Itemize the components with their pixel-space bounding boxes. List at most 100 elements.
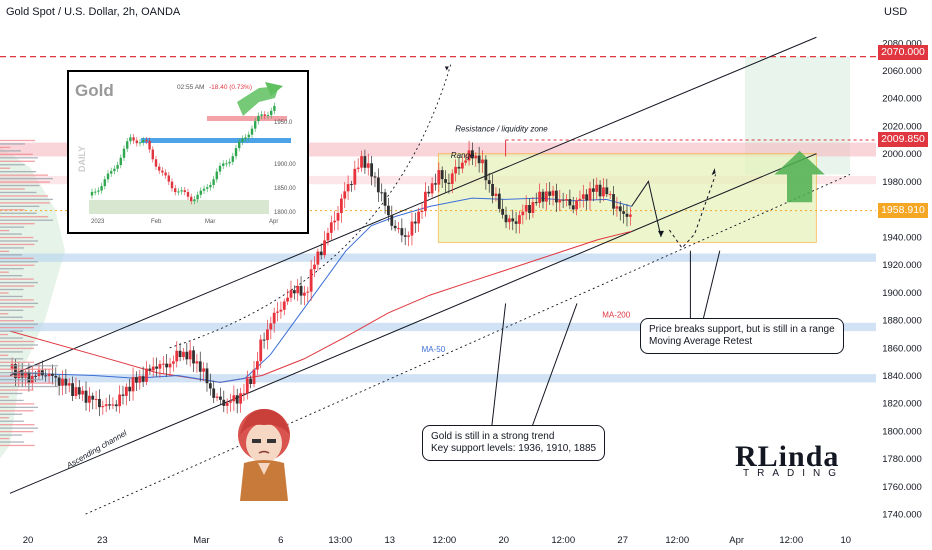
- volume-profile-bar: [0, 403, 35, 405]
- volume-profile-bar: [0, 164, 25, 166]
- candle-body: [178, 350, 182, 357]
- volume-profile: [0, 139, 58, 447]
- candle-body: [434, 183, 437, 185]
- projection-down-head: [658, 230, 664, 237]
- range-break-callout-line: Moving Average Retest: [649, 336, 753, 347]
- candle-body: [393, 225, 397, 229]
- inset-candle-body: [202, 188, 206, 191]
- chart-title: Gold Spot / U.S. Dollar, 2h, OANDA: [6, 6, 181, 18]
- candle-body: [612, 194, 615, 209]
- inset-candle-body: [100, 186, 103, 191]
- inset-candle-body: [142, 140, 145, 143]
- volume-profile-bar: [0, 184, 40, 187]
- inset-candle-body: [215, 171, 218, 180]
- candle-body: [581, 194, 585, 199]
- price-tick-label: 2060.000: [882, 66, 922, 77]
- candle-body: [208, 383, 212, 389]
- volume-profile-bar: [0, 275, 23, 277]
- price-tick-label: 2080.000: [882, 38, 922, 49]
- candle-body: [571, 205, 575, 210]
- candle-body: [447, 182, 451, 184]
- price-axis-background: [876, 0, 932, 550]
- volume-profile-bar: [0, 406, 38, 408]
- candle-body: [121, 394, 125, 396]
- candle-body: [417, 211, 421, 224]
- time-tick-label: 12:00: [551, 535, 575, 546]
- volume-profile-bar: [0, 160, 35, 162]
- volume-profile-bar: [0, 236, 34, 239]
- candle-body: [524, 205, 528, 212]
- candle-body: [98, 398, 101, 408]
- volume-profile-bar: [0, 174, 48, 176]
- inset-candle-body: [103, 179, 106, 187]
- inset-candle-body: [247, 134, 250, 138]
- volume-profile-bar: [0, 302, 38, 305]
- candle-body: [239, 393, 242, 404]
- inset-chart: Gold 02:55 AM -18.40 (0.73%) DAILY 1950.…: [75, 81, 296, 225]
- candle-body: [266, 329, 269, 341]
- volume-profile-bar: [0, 226, 25, 228]
- candle-body: [538, 191, 542, 203]
- candle-body: [313, 264, 316, 270]
- volume-profile-bar: [0, 347, 34, 350]
- candle-body: [484, 159, 488, 181]
- candle-body: [202, 368, 206, 372]
- inset-candle-body: [106, 173, 110, 180]
- inset-candle-body: [164, 172, 167, 176]
- volume-profile-bar: [0, 333, 9, 336]
- volume-profile-bar: [0, 427, 38, 429]
- inset-resistance-band: [207, 116, 287, 121]
- candle-body: [131, 377, 135, 392]
- volume-profile-bar: [0, 323, 38, 325]
- inset-price-label: 1800.00: [274, 210, 296, 216]
- candle-body: [171, 361, 175, 364]
- volume-profile-bar: [0, 320, 34, 322]
- candle-body: [296, 285, 300, 294]
- candle-body: [477, 155, 481, 164]
- inset-candle-body: [90, 191, 94, 196]
- candle-body: [87, 395, 91, 403]
- volume-profile-bar: [0, 216, 49, 218]
- inset-time: 02:55 AM: [177, 84, 204, 91]
- candle-body: [444, 179, 447, 183]
- candle-body: [44, 375, 48, 377]
- volume-profile-bar: [0, 413, 23, 415]
- volume-profile-bar: [0, 295, 23, 298]
- candle-body: [316, 251, 320, 265]
- price-tick-label: 2040.000: [882, 94, 922, 105]
- volume-profile-bar: [0, 365, 58, 367]
- inset-candle-body: [180, 190, 183, 192]
- volume-profile-bar: [0, 233, 22, 235]
- volume-profile-bar: [0, 375, 29, 377]
- candle-body: [161, 363, 165, 365]
- candle-body: [568, 199, 572, 206]
- inset-candle-body: [250, 128, 254, 135]
- candle-body: [336, 213, 340, 221]
- candle-body: [343, 191, 347, 199]
- volume-profile-bar: [0, 261, 38, 263]
- inset-up-arrow: [237, 86, 279, 116]
- resistance-zone-label: Resistance / liquidity zone: [455, 125, 548, 134]
- candle-body: [77, 387, 81, 395]
- candle-body: [272, 312, 276, 324]
- candle-body: [397, 228, 400, 230]
- candle-body: [205, 368, 209, 384]
- candle-body: [578, 198, 582, 201]
- candle-body: [71, 383, 74, 396]
- time-tick-label: 12:00: [432, 535, 456, 546]
- candle-body: [81, 390, 85, 395]
- candle-body: [222, 399, 226, 406]
- candle-body: [292, 290, 296, 294]
- ma200-label: MA-200: [602, 310, 631, 319]
- inset-arrow-head: [265, 82, 283, 96]
- price-tick-label: 1920.000: [882, 260, 922, 271]
- candle-body: [383, 192, 387, 206]
- candle-body: [454, 166, 458, 174]
- time-tick-label: 6: [278, 535, 283, 546]
- candle-body: [235, 395, 239, 404]
- inset-candle-body: [126, 141, 129, 149]
- volume-profile-bar: [0, 299, 34, 301]
- volume-profile-bar: [0, 361, 35, 363]
- candle-body: [14, 364, 17, 379]
